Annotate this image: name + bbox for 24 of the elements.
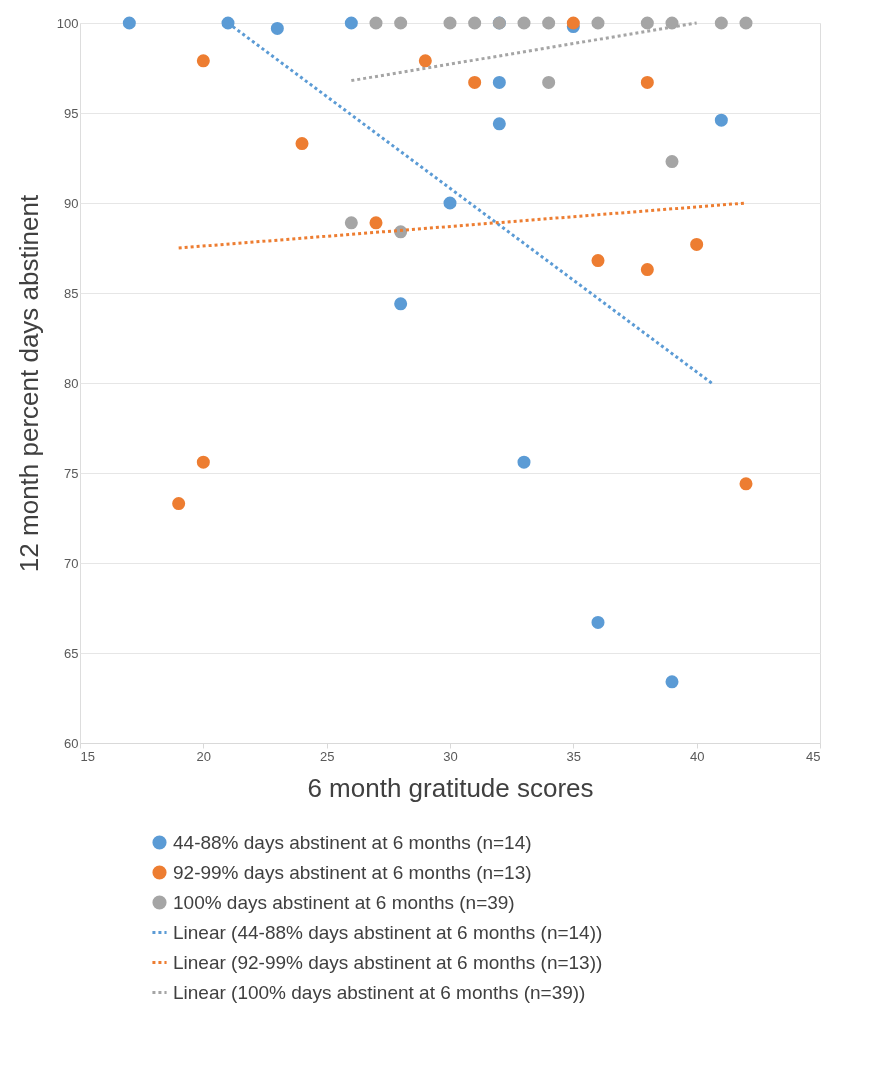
y-tick-label: 80 [64, 375, 79, 391]
x-tick-label: 25 [319, 748, 335, 764]
y-tick-label: 60 [64, 735, 79, 751]
legend-label: 44-88% days abstinent at 6 months (n=14) [173, 831, 532, 853]
x-axis-title: 6 month gratitude scores [307, 772, 594, 803]
x-tick-label: 20 [196, 748, 212, 764]
x-tick-label: 15 [80, 748, 95, 764]
legend-label: Linear (44-88% days abstinent at 6 months (n=14)) [173, 921, 603, 943]
y-tick-label: 90 [64, 195, 79, 211]
x-tick-label: 35 [566, 748, 582, 764]
x-tick-label: 40 [689, 748, 705, 764]
y-tick-label: 70 [64, 555, 79, 571]
y-tick-label: 65 [64, 645, 79, 661]
y-tick-label: 85 [64, 285, 79, 301]
legend-label: 100% days abstinent at 6 months (n=39) [173, 891, 515, 913]
y-tick-label: 75 [64, 465, 79, 481]
x-tick-label: 45 [806, 748, 821, 764]
legend-label: 92-99% days abstinent at 6 months (n=13) [173, 861, 532, 883]
y-tick-label: 100 [56, 15, 79, 31]
x-tick-label: 30 [443, 748, 458, 764]
legend-label: Linear (100% days abstinent at 6 months (n=39)) [173, 981, 586, 1003]
y-tick-label: 95 [64, 105, 79, 121]
y-axis-title: 12 month percent days abstinent [13, 194, 44, 573]
legend-label: Linear (92-99% days abstinent at 6 months (n=13)) [173, 951, 603, 973]
